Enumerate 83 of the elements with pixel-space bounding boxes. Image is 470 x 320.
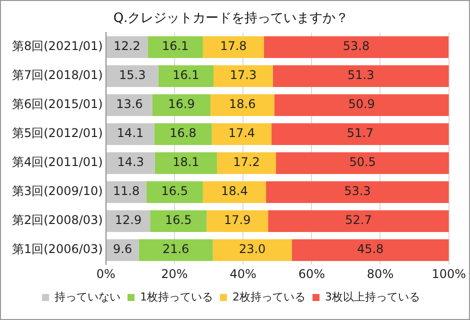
bar [212, 239, 292, 261]
y-tick-label: 第2回(2008/03) [12, 213, 103, 228]
y-tick-label: 第5回(2012/01) [12, 126, 103, 140]
bar [212, 123, 272, 145]
legend-label: 1枚持っている [140, 290, 213, 304]
bar [216, 152, 276, 174]
chart-title: Q.クレジットカードを持っていますか？ [113, 11, 349, 26]
bar [292, 239, 449, 261]
data-label: 18.6 [229, 97, 256, 112]
data-label: 9.6 [113, 242, 132, 256]
bar [154, 152, 217, 174]
data-label: 17.4 [228, 126, 256, 140]
data-label: 17.2 [233, 155, 260, 170]
data-label: 16.9 [168, 97, 195, 112]
bar [106, 36, 148, 58]
bar [206, 210, 268, 232]
data-label: 50.9 [348, 97, 375, 112]
x-tick-label: 80% [366, 266, 394, 281]
bar [138, 239, 213, 261]
bar [106, 239, 139, 261]
bar [154, 123, 212, 145]
bar [276, 152, 449, 174]
y-tick-label: 第6回(2015/01) [12, 97, 103, 112]
bar [106, 152, 155, 174]
y-tick-label: 第3回(2009/10) [12, 184, 103, 198]
bar [158, 65, 214, 87]
data-label: 18.4 [221, 184, 248, 198]
data-label: 14.1 [116, 126, 144, 140]
x-tick-label: 60% [298, 266, 325, 281]
bar [146, 181, 203, 203]
legend-label: 2枚持っている [232, 290, 306, 304]
y-tick-label: 第8回(2021/01) [12, 39, 103, 54]
data-label: 16.8 [170, 126, 196, 140]
bar [210, 94, 274, 116]
bar [106, 65, 158, 87]
data-label: 16.1 [172, 68, 200, 82]
data-label: 12.2 [114, 39, 140, 54]
legend-label: 3枚以上持っている [325, 290, 420, 304]
bar [106, 123, 154, 145]
bar [272, 65, 449, 87]
data-label: 21.6 [162, 242, 190, 256]
data-label: 53.8 [342, 39, 370, 54]
data-label: 45.8 [356, 242, 384, 256]
bar [106, 181, 146, 203]
data-label: 13.6 [116, 97, 143, 112]
bar [148, 36, 203, 58]
x-tick-label: 100% [432, 266, 466, 281]
x-tick-label: 40% [230, 266, 256, 281]
data-label: 23.0 [238, 242, 266, 256]
data-label: 51.3 [348, 68, 374, 82]
y-tick-label: 第1回(2006/03) [12, 242, 103, 256]
data-label: 17.9 [224, 213, 251, 228]
bar [106, 94, 152, 116]
data-label: 16.1 [162, 39, 189, 54]
bar [264, 36, 449, 58]
data-label: 51.7 [346, 126, 374, 140]
data-label: 50.5 [349, 155, 376, 170]
data-label: 53.3 [344, 184, 371, 198]
data-label: 17.8 [220, 39, 247, 54]
data-label: 16.5 [161, 184, 188, 198]
bar [202, 36, 264, 58]
data-label: 14.3 [117, 155, 144, 170]
x-tick-label: 20% [161, 266, 188, 281]
bar [274, 94, 449, 116]
data-label: 11.8 [112, 184, 140, 198]
bar [202, 181, 266, 203]
data-label: 15.3 [118, 68, 146, 82]
bar [150, 210, 207, 232]
data-label: 17.3 [230, 68, 257, 82]
bar [272, 123, 449, 145]
bar [268, 210, 449, 232]
data-label: 12.9 [114, 213, 142, 228]
data-label: 16.5 [165, 213, 192, 228]
bar [106, 210, 150, 232]
data-label: 18.1 [172, 155, 200, 170]
bar [214, 65, 273, 87]
legend-label: 持っていない [54, 290, 120, 304]
data-label: 52.7 [345, 213, 372, 228]
bar [266, 181, 449, 203]
y-tick-label: 第4回(2011/01) [12, 155, 103, 170]
bar [152, 94, 210, 116]
y-tick-label: 第7回(2018/01) [12, 68, 103, 82]
x-tick-label: 0% [96, 266, 116, 281]
